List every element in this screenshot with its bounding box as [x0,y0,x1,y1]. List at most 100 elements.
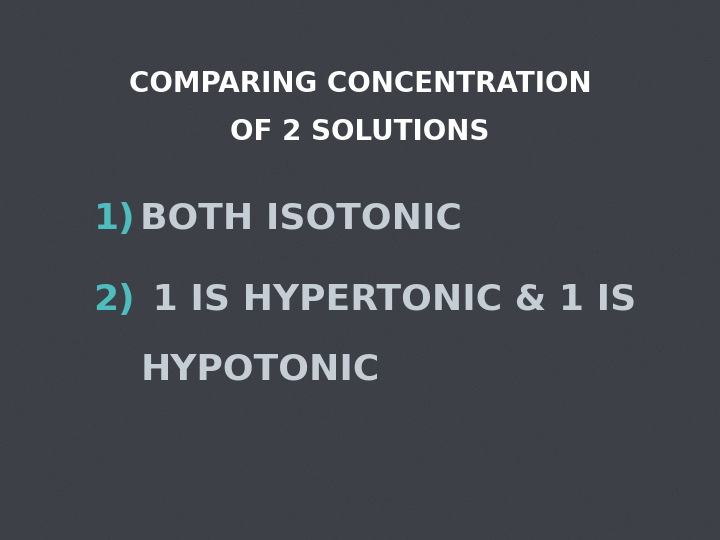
Point [584,14,595,23]
Point [244,94,256,103]
Point [298,354,310,362]
Point [0,92,6,101]
Point [588,122,600,130]
Point [139,182,150,191]
Point [379,528,390,537]
Point [55,485,67,494]
Point [714,173,720,181]
Point [17,161,29,170]
Point [449,38,460,47]
Point [610,102,621,110]
Point [189,285,201,293]
Point [444,344,456,353]
Point [44,469,55,478]
Point [564,308,576,316]
Point [575,62,587,71]
Point [206,120,217,129]
Point [480,16,491,24]
Point [484,388,495,396]
Point [637,335,649,344]
Point [459,304,470,313]
Point [255,196,266,205]
Point [259,500,271,508]
Point [184,534,195,540]
Point [53,348,65,356]
Point [708,50,719,58]
Point [510,354,521,362]
Point [228,144,239,153]
Point [608,421,619,430]
Point [50,384,62,393]
Point [0,437,10,445]
Point [649,427,661,435]
Point [382,226,394,234]
Point [451,173,462,181]
Point [253,396,264,404]
Point [673,245,685,253]
Point [241,347,253,356]
Point [37,175,48,184]
Point [307,118,318,126]
Point [276,302,287,311]
Point [264,186,276,194]
Point [537,202,549,211]
Point [362,275,374,284]
Point [594,501,606,510]
Point [692,63,703,72]
Point [358,532,369,540]
Point [408,193,420,202]
Point [145,254,157,262]
Point [306,265,318,274]
Point [134,491,145,500]
Point [250,307,261,315]
Point [443,148,454,157]
Point [541,138,553,147]
Point [324,84,336,92]
Point [512,516,523,524]
Point [340,426,351,434]
Point [554,458,566,467]
Point [638,58,649,66]
Point [297,518,309,526]
Point [692,209,703,218]
Point [608,246,619,254]
Point [30,162,41,171]
Point [482,211,494,220]
Point [662,363,673,372]
Point [524,149,536,158]
Point [108,400,120,409]
Point [338,340,349,348]
Point [270,80,282,89]
Point [132,302,143,310]
Point [76,82,87,91]
Point [0,241,9,250]
Point [2,179,14,187]
Point [573,326,585,335]
Point [318,382,330,391]
Point [662,341,674,350]
Point [219,84,230,93]
Point [253,15,264,24]
Point [241,383,253,392]
Point [247,510,258,519]
Point [343,363,355,372]
Point [568,136,580,144]
Point [635,316,647,325]
Point [644,127,655,136]
Point [621,480,633,489]
Point [424,0,436,4]
Point [410,477,422,485]
Point [639,453,651,462]
Point [595,222,606,231]
Point [635,516,647,525]
Point [707,434,719,442]
Point [212,158,224,167]
Point [514,74,526,83]
Point [235,344,246,353]
Point [432,302,444,311]
Point [294,405,305,414]
Point [583,210,595,219]
Point [490,145,501,153]
Point [397,388,409,396]
Point [311,9,323,17]
